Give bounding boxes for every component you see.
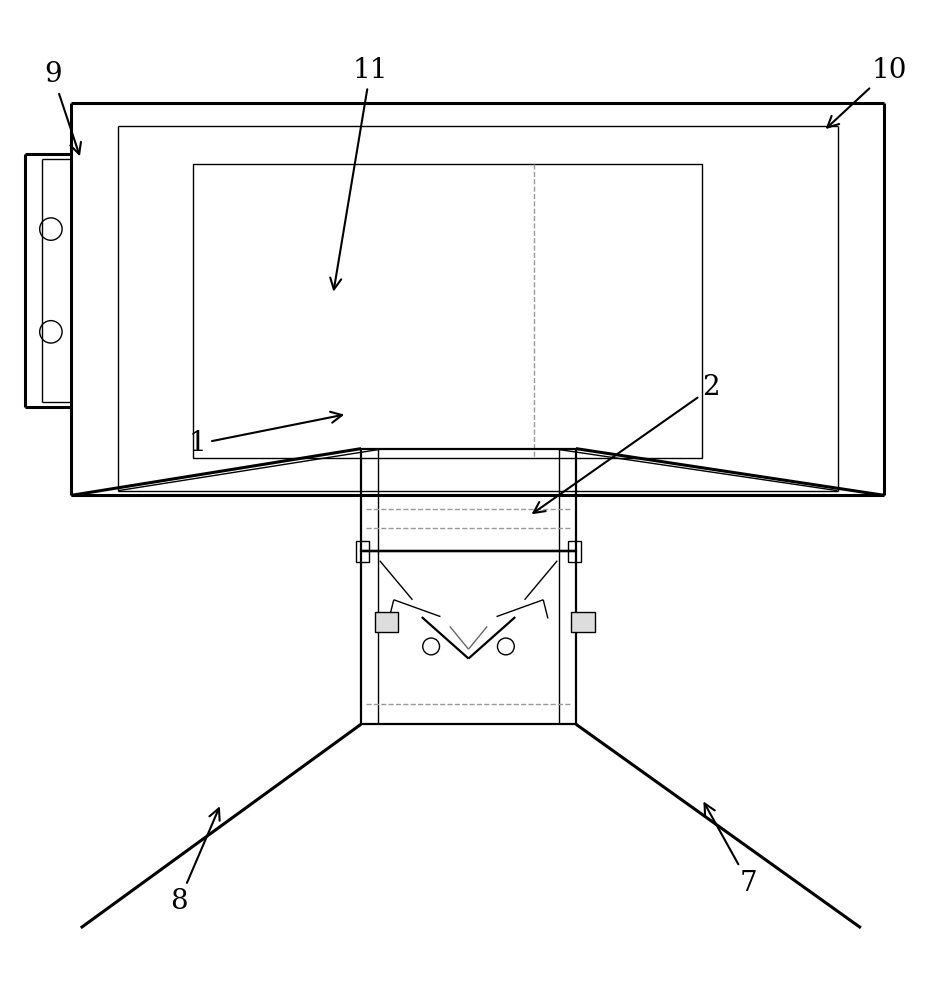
Text: 7: 7 <box>704 803 757 897</box>
Bar <box>567 541 580 562</box>
Bar <box>360 449 576 551</box>
Bar <box>374 612 398 632</box>
Bar <box>193 164 701 458</box>
Text: 10: 10 <box>826 57 906 128</box>
Text: 8: 8 <box>170 808 219 915</box>
Text: 11: 11 <box>329 57 388 289</box>
Text: 9: 9 <box>44 61 80 154</box>
Text: 2: 2 <box>533 374 720 513</box>
Bar <box>571 612 594 632</box>
Text: 1: 1 <box>188 412 342 457</box>
Bar <box>360 551 576 724</box>
Bar <box>356 541 369 562</box>
